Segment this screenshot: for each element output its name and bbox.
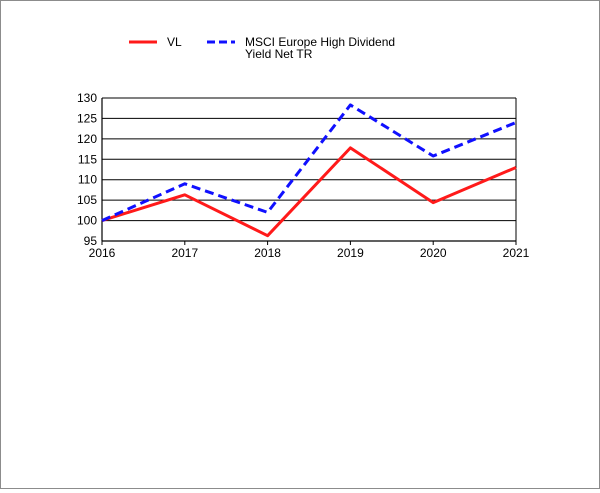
series-line-msci <box>102 105 516 221</box>
y-tick-label-125: 125 <box>77 111 97 125</box>
x-tick-label-2017: 2017 <box>171 246 198 260</box>
x-tick-label-2016: 2016 <box>89 246 116 260</box>
grid-lines <box>102 98 516 241</box>
y-tick-label-120: 120 <box>77 132 97 146</box>
legend-label-msci-1: Yield Net TR <box>245 47 313 61</box>
x-tick-labels: 2016 2017 2018 2019 2020 2021 <box>89 246 530 260</box>
x-tick-label-2019: 2019 <box>337 246 364 260</box>
x-tick-label-2021: 2021 <box>503 246 530 260</box>
y-tick-label-105: 105 <box>77 193 97 207</box>
x-tick-label-2018: 2018 <box>254 246 281 260</box>
legend-label-vl-0: VL <box>167 35 182 49</box>
series-lines <box>102 105 516 236</box>
y-tick-label-115: 115 <box>78 152 97 166</box>
x-tick-label-2020: 2020 <box>420 246 447 260</box>
y-tick-label-110: 110 <box>78 173 97 187</box>
y-tick-label-100: 100 <box>77 214 97 228</box>
y-tick-label-130: 130 <box>77 91 97 105</box>
axes <box>102 98 516 245</box>
